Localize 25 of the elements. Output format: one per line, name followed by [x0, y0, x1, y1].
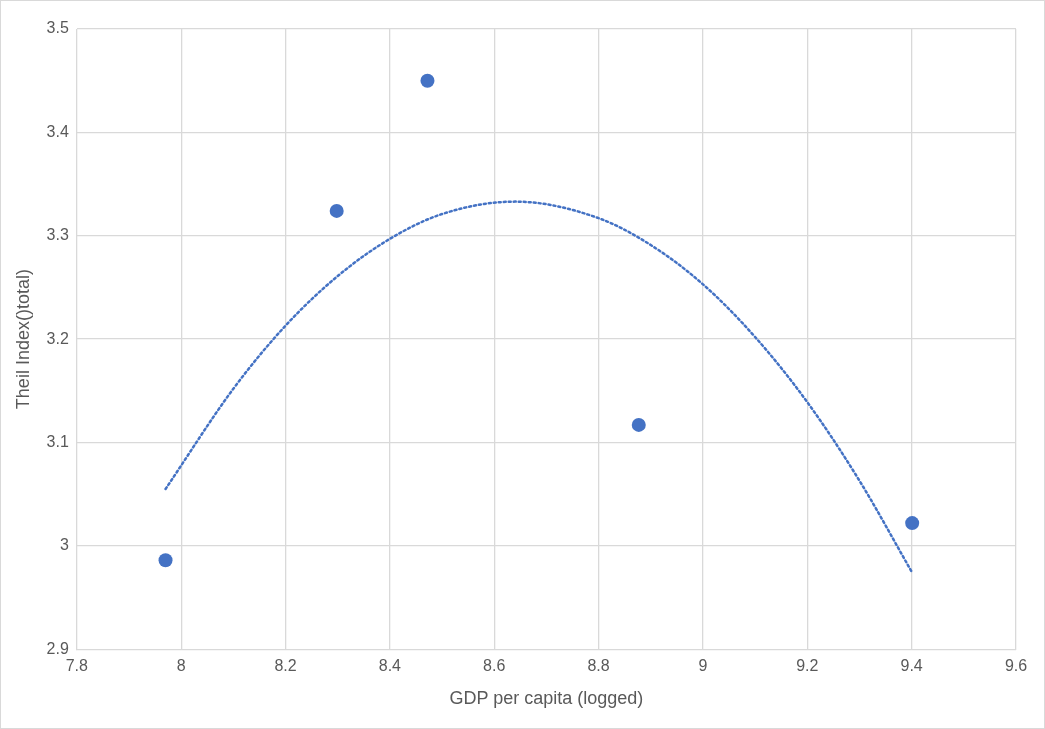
x-tick-label: 7.8: [65, 657, 89, 675]
y-tick-label: 2.9: [46, 639, 69, 657]
x-tick-label: 8: [176, 657, 186, 675]
x-tick-label: 9: [698, 657, 708, 675]
y-tick-label: 3.3: [46, 226, 69, 244]
line-series: [164, 200, 913, 573]
y-tick-label: 3.4: [46, 122, 69, 140]
x-tick-label: 8.2: [274, 657, 297, 675]
point: [158, 553, 173, 568]
point: [905, 516, 920, 531]
y-axis-title: Theil Index()total): [12, 269, 33, 410]
y-tick-label: 3.1: [46, 432, 69, 450]
x-tick-label: 9.4: [900, 657, 923, 675]
y-tick-label: 3.2: [46, 329, 69, 347]
y-tick-label: 3: [59, 536, 69, 554]
x-tick-label: 8.4: [378, 657, 402, 675]
x-tick-label: 8.6: [483, 657, 506, 675]
x-axis-title: GDP per capita (logged): [449, 688, 644, 709]
point: [329, 203, 344, 218]
point: [420, 73, 435, 88]
x-tick-label: 9.6: [1004, 657, 1028, 675]
point: [631, 417, 646, 432]
x-tick-label: 8.8: [587, 657, 610, 675]
y-tick-label: 3.5: [46, 19, 69, 37]
x-tick-label: 9.2: [796, 657, 819, 675]
